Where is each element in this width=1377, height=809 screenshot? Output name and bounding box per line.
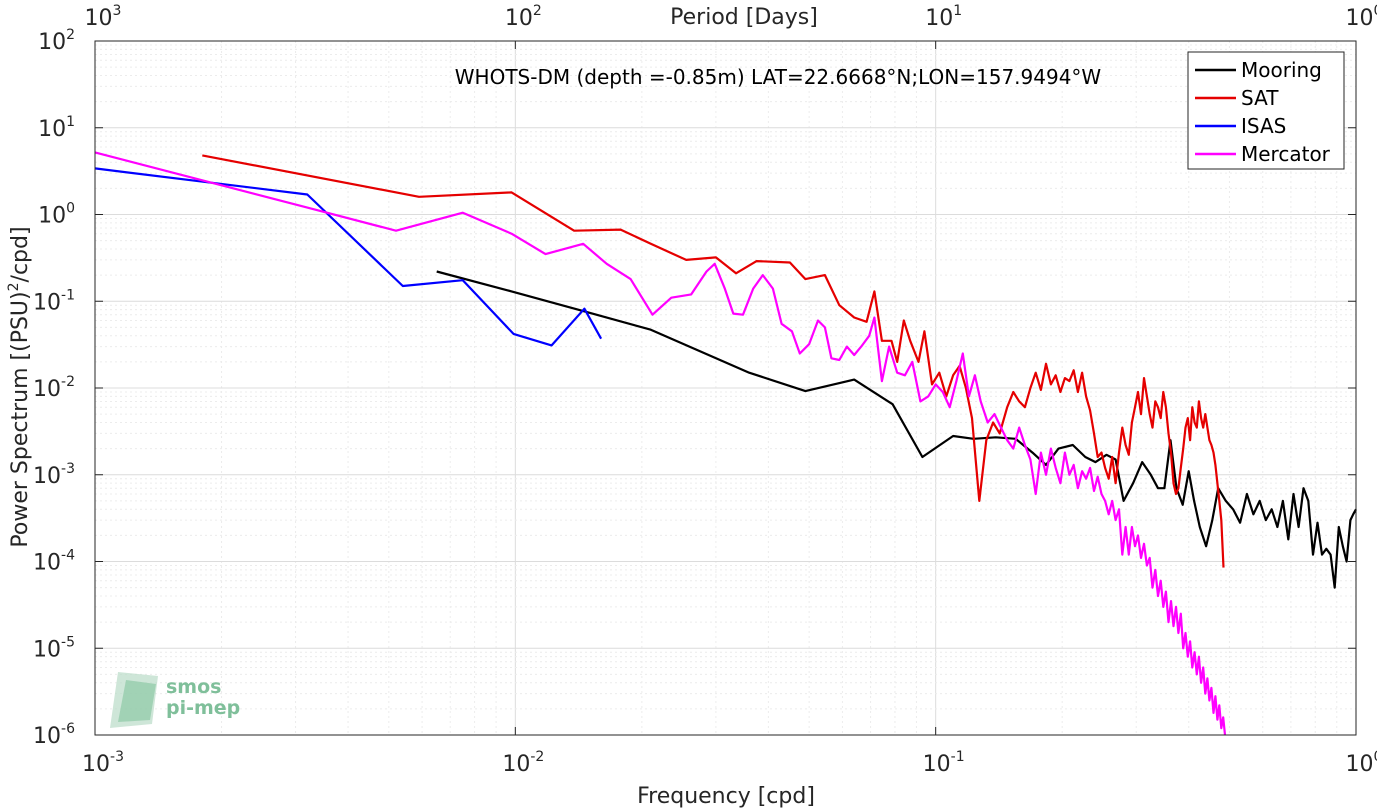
logo-mark-layer: [118, 680, 156, 722]
y-tick-label: 10-4: [33, 548, 75, 576]
legend-label-sat: SAT: [1241, 86, 1279, 110]
y-tick-label: 100: [38, 201, 75, 229]
chart-title: WHOTS-DM (depth =-0.85m) LAT=22.6668°N;L…: [455, 65, 1102, 89]
series-lines: [94, 151, 1357, 736]
x-axis-label: Frequency [cpd]: [637, 784, 815, 809]
y-axis-label: Power Spectrum [(PSU)2/cpd]: [6, 226, 33, 547]
y-tick-label: 101: [38, 114, 75, 142]
tick-labels: 10-3 10-2 10-1 100 103 102 101 100 10-6 10-5 10-4 1…: [33, 3, 1377, 777]
top-tick-label: 103: [85, 3, 122, 31]
y-tick-label: 10-5: [33, 634, 75, 662]
top-axis-label: Period [Days]: [670, 5, 818, 30]
smos-pi-mep-logo: smos pi-mep: [110, 672, 240, 728]
legend-label-mercator: Mercator: [1241, 142, 1331, 166]
logo-text-smos: smos: [166, 676, 221, 698]
y-tick-label: 10-1: [33, 287, 75, 315]
y-tick-label: 10-3: [33, 461, 75, 489]
series-line-mooring: [436, 270, 1357, 589]
logo-text-pi-mep: pi-mep: [166, 697, 240, 719]
x-tick-label: 10-2: [502, 749, 544, 777]
legend-box: [1187, 51, 1345, 170]
x-tick-label: 100: [1346, 749, 1377, 777]
series-line-isas: [94, 167, 603, 347]
x-tick-label: 10-3: [82, 749, 124, 777]
top-tick-label: 101: [925, 3, 962, 31]
legend-items: Mooring SAT ISAS Mercator: [1195, 58, 1331, 166]
y-tick-label: 10-2: [33, 374, 75, 402]
legend-label-mooring: Mooring: [1241, 58, 1322, 82]
y-tick-label: 102: [38, 27, 75, 55]
top-tick-label: 102: [505, 3, 542, 31]
series-line-mercator: [94, 151, 1227, 736]
legend-label-isas: ISAS: [1241, 114, 1286, 138]
x-tick-label: 10-1: [923, 749, 965, 777]
top-tick-label: 100: [1346, 3, 1377, 31]
legend: Mooring SAT ISAS Mercator: [1187, 51, 1345, 170]
series-line-sat: [202, 154, 1225, 568]
y-tick-label: 10-6: [33, 721, 75, 749]
